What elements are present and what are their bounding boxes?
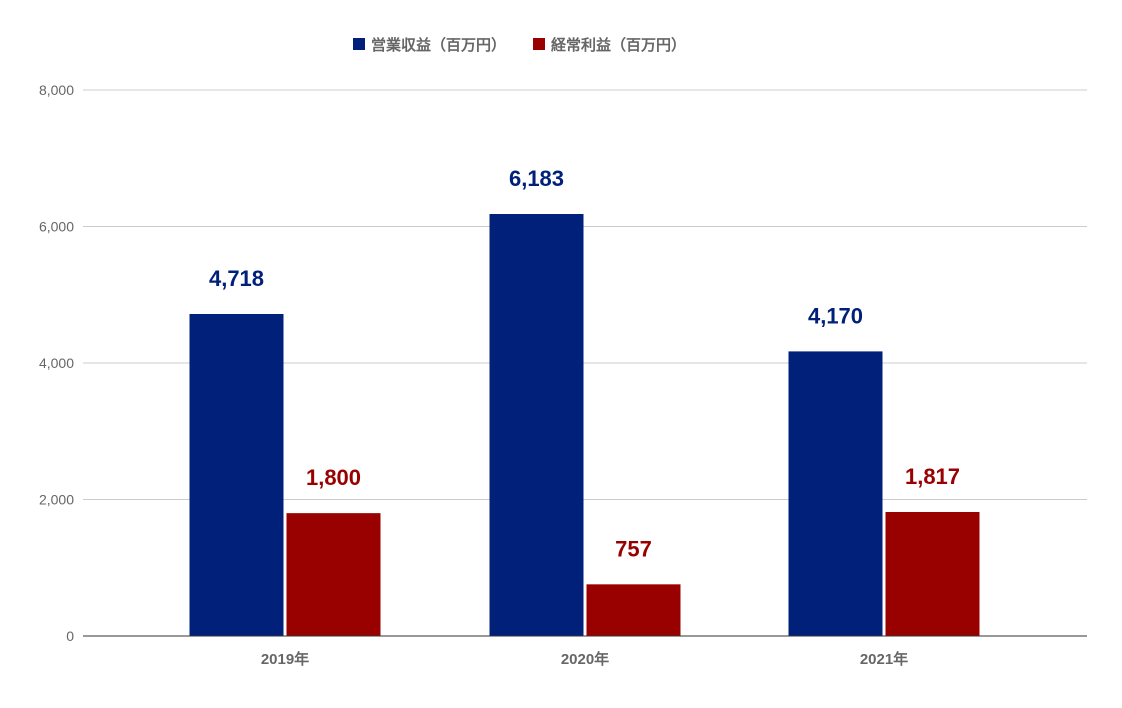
x-axis-categories: 2019年 2020年 2021年 xyxy=(261,650,908,668)
data-labels: 4,718 6,183 4,170 1,800 757 1,817 xyxy=(209,166,960,561)
x-category-label: 2019年 xyxy=(261,650,309,668)
legend-label-revenue: 営業収益（百万円） xyxy=(371,36,506,54)
legend: 営業収益（百万円） 経常利益（百万円） xyxy=(353,36,686,54)
data-label-ordinary-profit: 1,800 xyxy=(306,465,361,490)
x-category-label: 2020年 xyxy=(561,650,609,668)
bar-revenue xyxy=(788,351,883,636)
bar-ordinary-profit xyxy=(885,511,980,636)
data-label-ordinary-profit: 757 xyxy=(615,536,652,561)
bar-revenue xyxy=(489,214,584,636)
x-category-label: 2021年 xyxy=(860,650,908,668)
bar-ordinary-profit xyxy=(286,513,381,636)
y-tick-label: 8,000 xyxy=(39,82,74,98)
legend-label-ordinary-profit: 経常利益（百万円） xyxy=(551,36,686,54)
bar-revenue xyxy=(189,313,284,636)
bars xyxy=(189,214,980,636)
data-label-ordinary-profit: 1,817 xyxy=(905,464,960,489)
legend-swatch-ordinary-profit xyxy=(533,38,545,50)
data-label-revenue: 6,183 xyxy=(509,166,564,191)
y-tick-label: 4,000 xyxy=(39,355,74,371)
y-tick-label: 6,000 xyxy=(39,219,74,235)
data-label-revenue: 4,170 xyxy=(808,303,863,328)
y-axis-ticks: 0 2,000 4,000 6,000 8,000 xyxy=(39,82,74,644)
y-tick-label: 2,000 xyxy=(39,492,74,508)
bar-ordinary-profit xyxy=(586,584,681,636)
y-tick-label: 0 xyxy=(66,628,74,644)
data-label-revenue: 4,718 xyxy=(209,266,264,291)
legend-swatch-revenue xyxy=(353,38,365,50)
